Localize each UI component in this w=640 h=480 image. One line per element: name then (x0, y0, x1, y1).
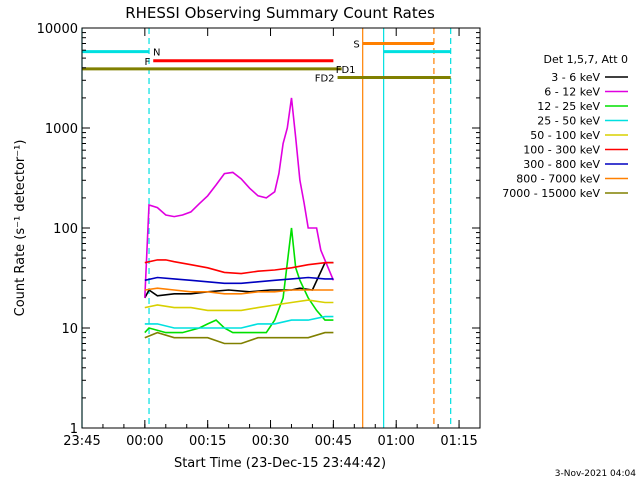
series-line-1 (144, 97, 335, 298)
y-tick-label: 10000 (37, 22, 78, 37)
x-tick-label: 00:00 (126, 434, 163, 449)
series-line-7 (144, 287, 334, 295)
flag-label-N: N (153, 48, 160, 59)
flag-label-F: F (144, 57, 150, 68)
legend-label-2: 12 - 25 keV (537, 100, 600, 113)
y-tick-label: 100 (53, 222, 78, 237)
flag-label-FD2: FD2 (315, 73, 335, 84)
legend-label-7: 800 - 7000 keV (516, 173, 600, 186)
x-tick-label: 23:45 (63, 434, 100, 449)
x-tick-label: 00:15 (189, 434, 226, 449)
legend-label-5: 100 - 300 keV (523, 144, 600, 157)
chart-title: RHESSI Observing Summary Count Rates (125, 4, 435, 22)
x-axis-label: Start Time (23-Dec-15 23:44:42) (174, 456, 386, 471)
x-tick-label: 01:00 (377, 434, 414, 449)
legend-label-8: 7000 - 15000 keV (502, 187, 600, 200)
y-tick-label: 1000 (45, 122, 78, 137)
series-line-2 (144, 227, 334, 334)
legend-label-4: 50 - 100 keV (530, 129, 600, 142)
legend-label-1: 6 - 12 keV (544, 86, 600, 99)
series-line-6 (144, 276, 334, 285)
series-line-5 (144, 259, 334, 275)
y-tick-label: 1 (70, 422, 78, 437)
y-tick-label: 10 (61, 322, 78, 337)
legend-label-0: 3 - 6 keV (551, 71, 600, 84)
series-line-8 (144, 331, 334, 345)
legend-label-6: 300 - 800 keV (523, 158, 600, 171)
flag-label-FD1: FD1 (336, 65, 356, 76)
y-axis-label: Count Rate (s⁻¹ detector⁻¹) (13, 140, 28, 317)
flag-label-S: S (353, 39, 359, 50)
x-tick-label: 00:45 (315, 434, 352, 449)
legend-label-3: 25 - 50 keV (537, 115, 600, 128)
plot-frame (81, 27, 481, 429)
series-line-3 (144, 315, 334, 329)
timestamp: 3-Nov-2021 04:04 (555, 469, 637, 479)
x-tick-label: 00:30 (252, 434, 289, 449)
x-tick-label: 01:15 (440, 434, 477, 449)
legend-header: Det 1,5,7, Att 0 (544, 53, 628, 66)
series-line-4 (144, 299, 334, 312)
